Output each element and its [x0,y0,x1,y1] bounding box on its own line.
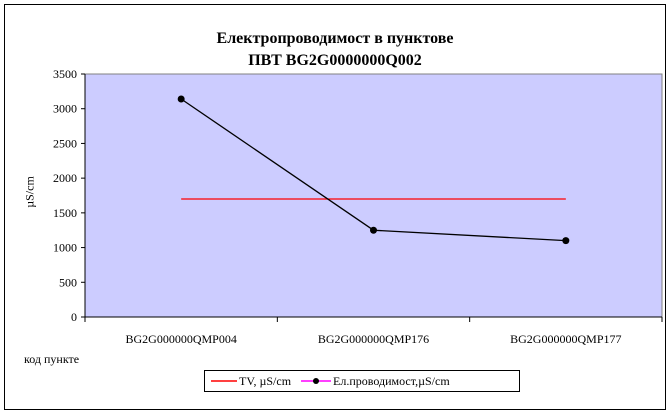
y-axis: 0 500 1000 1500 2000 2500 3000 3500 [53,67,86,324]
data-point-1-0 [177,95,185,103]
legend-label-conductivity: Ел.проводимост,µS/cm [333,373,450,388]
series-layer [177,95,570,245]
legend-item-conductivity: Ел.проводимост,µS/cm [299,374,450,389]
legend-item-tv: TV, µS/cm [209,374,291,389]
y-axis-label: µS/cm [22,176,37,208]
x-axis: BG2G000000QMP004 BG2G000000QMP176 BG2G0000… [84,316,663,346]
x-tick-label: BG2G000000QMP176 [318,332,429,346]
x-tick-label: BG2G000000QMP004 [125,332,236,346]
y-tick-label: 0 [71,310,77,324]
chart-title-line2: ПВТ BG2G0000000Q002 [248,52,422,69]
y-tick-label: 3500 [53,67,77,81]
y-tick-label: 500 [59,275,77,289]
y-tick-label: 1000 [53,241,77,255]
x-tick-label: BG2G000000QMP177 [510,332,621,346]
y-tick-label: 2500 [53,136,77,150]
legend-swatch-conductivity [301,378,332,384]
data-point-1-2 [562,237,570,245]
legend: TV, µS/cm Ел.проводимост,µS/cm [204,370,520,392]
chart-title-line1: Електропроводимост в пунктове [216,30,454,47]
data-point-1-1 [370,226,377,234]
y-tick-label: 3000 [53,102,77,116]
plot-area [84,73,663,318]
legend-label-tv: TV, µS/cm [239,373,292,388]
x-axis-title: код пункте [24,352,80,366]
y-tick-label: 2000 [53,171,77,185]
y-tick-label: 1500 [53,206,77,220]
legend-swatch-tv [211,380,237,382]
